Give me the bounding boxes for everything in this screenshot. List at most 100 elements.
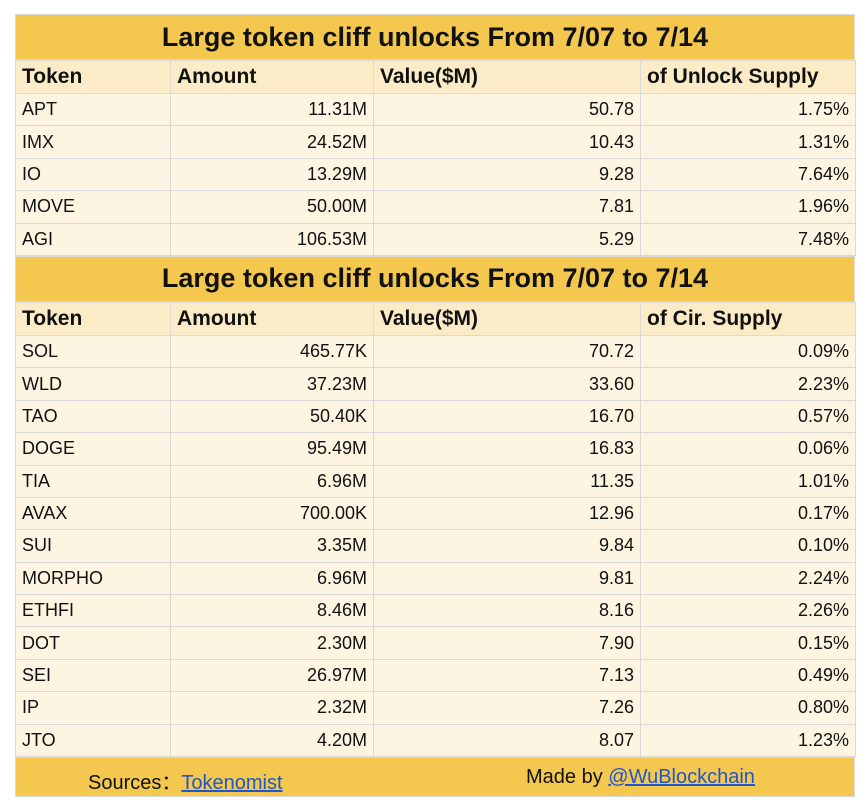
- cell-value: 16.83: [373, 432, 641, 466]
- cell-supply: 0.17%: [640, 496, 856, 531]
- table1: Token Amount Value($M) of Unlock Supply …: [15, 60, 856, 256]
- table-row: AVAX 700.00K 12.96 0.17%: [15, 496, 856, 531]
- cell-value: 5.29: [373, 222, 641, 256]
- cell-token: DOGE: [15, 432, 171, 466]
- table-row: IO 13.29M 9.28 7.64%: [15, 157, 856, 192]
- cell-supply: 0.15%: [640, 626, 856, 660]
- table1-header-row: Token Amount Value($M) of Unlock Supply: [15, 60, 856, 94]
- cell-token: WLD: [15, 367, 171, 401]
- cell-value: 8.07: [373, 723, 641, 758]
- made-by-link[interactable]: @WuBlockchain: [608, 766, 755, 789]
- cell-supply: 2.24%: [640, 561, 856, 596]
- cell-value: 9.28: [373, 157, 641, 192]
- cell-supply: 0.06%: [640, 432, 856, 466]
- cell-value: 7.90: [373, 626, 641, 660]
- cell-value: 33.60: [373, 367, 641, 401]
- table-row: JTO 4.20M 8.07 1.23%: [15, 723, 856, 758]
- unlocks-sheet: Large token cliff unlocks From 7/07 to 7…: [15, 14, 856, 798]
- cell-supply: 0.49%: [640, 658, 856, 693]
- table2-title: Large token cliff unlocks From 7/07 to 7…: [15, 255, 855, 302]
- cell-supply: 7.48%: [640, 222, 856, 256]
- cell-token: DOT: [15, 626, 171, 660]
- cell-amount: 2.32M: [170, 691, 374, 725]
- table-row: IP 2.32M 7.26 0.80%: [15, 691, 856, 725]
- table-row: DOT 2.30M 7.90 0.15%: [15, 626, 856, 660]
- sources-credit: Sources：Tokenomist: [88, 766, 283, 795]
- sources-link[interactable]: Tokenomist: [181, 772, 283, 795]
- sources-label: Sources：: [88, 772, 182, 795]
- cell-amount: 13.29M: [170, 157, 374, 192]
- footer: Sources：Tokenomist Made by @WuBlockchain: [15, 757, 855, 798]
- cell-amount: 50.00M: [170, 190, 374, 224]
- table1-header-amount: Amount: [170, 60, 374, 94]
- cell-token: APT: [15, 92, 171, 127]
- cell-supply: 1.75%: [640, 92, 856, 127]
- table1-header-value: Value($M): [373, 60, 641, 94]
- cell-token: SOL: [15, 334, 171, 369]
- table-row: APT 11.31M 50.78 1.75%: [15, 92, 856, 127]
- table1-header-supply: of Unlock Supply: [640, 60, 856, 94]
- cell-supply: 1.01%: [640, 464, 856, 498]
- table-row: MOVE 50.00M 7.81 1.96%: [15, 190, 856, 224]
- table2: Token Amount Value($M) of Cir. Supply SO…: [15, 301, 856, 758]
- cell-value: 7.81: [373, 190, 641, 224]
- cell-value: 7.13: [373, 658, 641, 693]
- cell-value: 10.43: [373, 125, 641, 159]
- cell-token: MORPHO: [15, 561, 171, 596]
- cell-token: TAO: [15, 399, 171, 434]
- cell-supply: 2.23%: [640, 367, 856, 401]
- table1-header-token: Token: [15, 60, 171, 94]
- table1-title: Large token cliff unlocks From 7/07 to 7…: [15, 14, 855, 60]
- cell-supply: 0.09%: [640, 334, 856, 369]
- table-row: ETHFI 8.46M 8.16 2.26%: [15, 594, 856, 628]
- cell-token: IO: [15, 157, 171, 192]
- cell-supply: 1.23%: [640, 723, 856, 758]
- cell-amount: 11.31M: [170, 92, 374, 127]
- cell-value: 50.78: [373, 92, 641, 127]
- cell-token: IMX: [15, 125, 171, 159]
- cell-value: 70.72: [373, 334, 641, 369]
- cell-value: 9.84: [373, 529, 641, 563]
- cell-token: AVAX: [15, 496, 171, 531]
- cell-amount: 95.49M: [170, 432, 374, 466]
- table2-header-value: Value($M): [373, 301, 641, 336]
- cell-value: 9.81: [373, 561, 641, 596]
- cell-amount: 4.20M: [170, 723, 374, 758]
- cell-value: 16.70: [373, 399, 641, 434]
- cell-amount: 700.00K: [170, 496, 374, 531]
- cell-token: JTO: [15, 723, 171, 758]
- table2-header-row: Token Amount Value($M) of Cir. Supply: [15, 301, 856, 336]
- table-row: TAO 50.40K 16.70 0.57%: [15, 399, 856, 434]
- cell-amount: 6.96M: [170, 561, 374, 596]
- cell-token: SEI: [15, 658, 171, 693]
- table2-header-supply: of Cir. Supply: [640, 301, 856, 336]
- cell-supply: 0.80%: [640, 691, 856, 725]
- cell-supply: 1.96%: [640, 190, 856, 224]
- cell-amount: 6.96M: [170, 464, 374, 498]
- cell-amount: 24.52M: [170, 125, 374, 159]
- table-row: SOL 465.77K 70.72 0.09%: [15, 334, 856, 369]
- table1-body: APT 11.31M 50.78 1.75% IMX 24.52M 10.43 1.31% IO…: [15, 92, 856, 256]
- cell-value: 12.96: [373, 496, 641, 531]
- cell-value: 11.35: [373, 464, 641, 498]
- table-row: SUI 3.35M 9.84 0.10%: [15, 529, 856, 563]
- cell-amount: 3.35M: [170, 529, 374, 563]
- table-row: IMX 24.52M 10.43 1.31%: [15, 125, 856, 159]
- cell-amount: 2.30M: [170, 626, 374, 660]
- cell-supply: 0.57%: [640, 399, 856, 434]
- table2-header-token: Token: [15, 301, 171, 336]
- cell-token: SUI: [15, 529, 171, 563]
- cell-value: 8.16: [373, 594, 641, 628]
- table-row: AGI 106.53M 5.29 7.48%: [15, 222, 856, 256]
- made-by-label: Made by: [526, 766, 609, 789]
- table-row: WLD 37.23M 33.60 2.23%: [15, 367, 856, 401]
- cell-value: 7.26: [373, 691, 641, 725]
- cell-supply: 2.26%: [640, 594, 856, 628]
- cell-amount: 50.40K: [170, 399, 374, 434]
- cell-amount: 37.23M: [170, 367, 374, 401]
- cell-token: TIA: [15, 464, 171, 498]
- cell-token: MOVE: [15, 190, 171, 224]
- cell-amount: 26.97M: [170, 658, 374, 693]
- cell-supply: 0.10%: [640, 529, 856, 563]
- cell-token: AGI: [15, 222, 171, 256]
